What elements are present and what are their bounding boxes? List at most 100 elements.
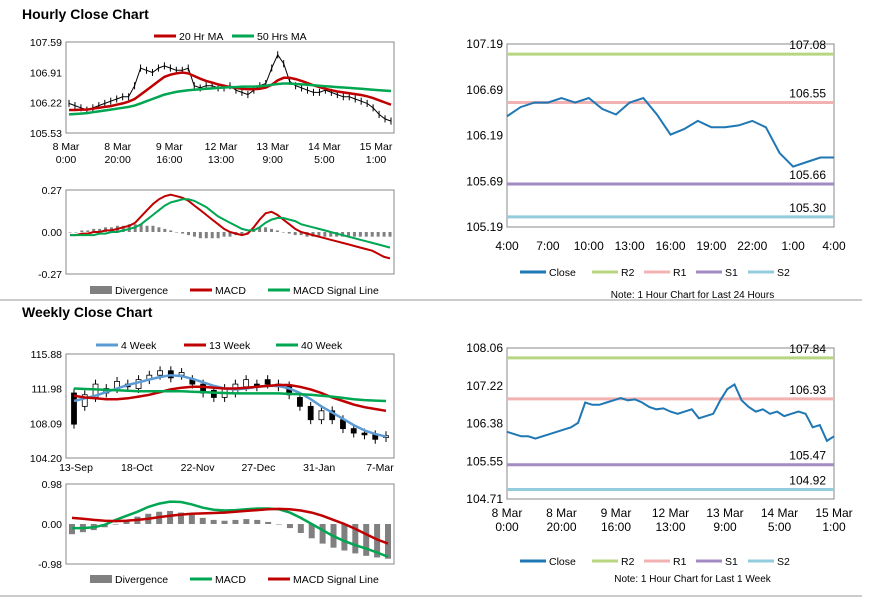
weekly-divergence-bar [276,524,283,525]
level-chart-frame-5 [506,347,835,500]
y-tick-label: 105.69 [466,174,503,188]
divergence-bar [68,232,72,233]
x-tick-date: 9 Mar [601,506,632,520]
weekly-candle-body [307,405,314,421]
divergence-bar [364,232,368,237]
divergence-bar [275,230,279,232]
weekly-divergence-bar [286,524,293,529]
legend-label: Close [549,267,576,279]
weekly-divergence-bar [319,524,326,544]
divergence-bar [121,225,125,232]
divergence-bar [151,225,155,232]
x-tick-date: 8 Mar [53,141,80,153]
weekly-divergence-bar [341,524,348,551]
weekly-ma-line-1 [73,383,387,413]
legend-label: 40 Week [301,340,343,352]
x-tick-time: 1:00 [822,520,846,534]
weekly-macd-line-1 [71,507,389,545]
divergence-bar [376,232,380,237]
y-tick-label: 0.27 [42,185,63,197]
weekly-divergence-bar [297,524,304,533]
y-tick-label: 0.00 [42,227,63,239]
weekly-divergence-bar [221,520,228,524]
x-tick-date: 14 Mar [308,141,341,153]
x-tick-date: 8 Mar [546,506,577,520]
level-chart-frame-2 [506,43,835,228]
x-tick-time: 20:00 [105,154,131,166]
weekly-section-title: Weekly Close Chart [22,304,153,320]
x-tick-time: 5:00 [314,154,335,166]
y-tick-label: 106.38 [466,417,503,431]
legend-label: R2 [621,556,635,568]
level-value-label: 105.30 [789,201,826,215]
y-tick-label: 107.19 [466,37,503,51]
divergence-bar [175,232,179,233]
x-tick-time: 13:00 [615,239,645,253]
divergence-bar [258,227,262,232]
divergence-bar [74,232,78,233]
legend-label: MACD [215,285,246,297]
divergence-bar [281,232,285,233]
weekly-divergence-bar [232,519,239,524]
weekly-divergence-bar [352,524,359,554]
legend-label: 4 Week [121,340,157,352]
legend-label: R2 [621,267,635,279]
legend-label: MACD [215,574,246,586]
weekly-divergence-bar [363,524,370,556]
x-tick-time: 0:00 [56,154,77,166]
weekly-ma-line-0 [73,373,387,438]
divergence-bar [92,228,96,232]
weekly-divergence-bar [243,519,250,524]
hourly-price-plot-frame [65,41,395,134]
y-tick-label: 105.53 [30,128,62,140]
legend-label: MACD Signal Line [293,285,379,297]
legend-label: S1 [725,267,738,279]
y-tick-label: 0.00 [42,519,63,531]
ma-line-0 [69,71,392,112]
legend-label: MACD Signal Line [293,574,379,586]
y-tick-label: -0.27 [38,269,62,281]
x-tick-time: 5:00 [768,520,792,534]
x-tick-time: 19:00 [696,239,726,253]
legend-label: R1 [673,267,687,279]
divergence-bar [388,232,392,237]
weekly-divergence-bar [112,524,119,525]
divergence-bar [139,224,143,232]
weekly-ma-line-2 [73,387,387,403]
x-tick-date: 13-Sep [59,462,93,474]
divergence-bar [163,228,167,232]
price-close-line [68,53,392,122]
divergence-bar [264,227,268,232]
y-tick-label: 104.20 [30,453,62,465]
y-tick-label: 104.71 [466,492,503,506]
x-tick-date: 9 Mar [156,141,183,153]
divergence-bar [299,232,303,236]
legend-label: S1 [725,556,738,568]
x-tick-date: 27-Dec [241,462,275,474]
weekly-divergence-bar [199,517,206,524]
weekly-candle-body [361,432,368,436]
divergence-bar [293,232,297,236]
x-tick-time: 1:00 [366,154,387,166]
divergence-bar [216,232,220,239]
divergence-bar [204,232,208,239]
weekly-divergence-bar [177,512,184,524]
y-tick-label: 107.22 [466,379,503,393]
y-tick-label: 106.91 [30,67,62,79]
divergence-bar [198,232,202,239]
ma-line-1 [68,82,392,116]
divergence-bar [145,225,149,232]
x-tick-time: 9:00 [713,520,737,534]
divergence-bar [352,232,356,237]
x-tick-time: 9:00 [262,154,283,166]
divergence-bar [269,228,273,232]
level-value-label: 106.93 [789,383,826,397]
weekly-divergence-bar [210,519,217,524]
divergence-bar [240,232,244,236]
weekly-macd-plot-frame [65,483,395,565]
x-tick-date: 18-Oct [121,462,153,474]
y-tick-label: 106.22 [30,98,62,110]
weekly-divergence-bar [167,510,174,524]
x-tick-time: 4:00 [822,239,846,253]
legend-swatch [90,575,112,583]
